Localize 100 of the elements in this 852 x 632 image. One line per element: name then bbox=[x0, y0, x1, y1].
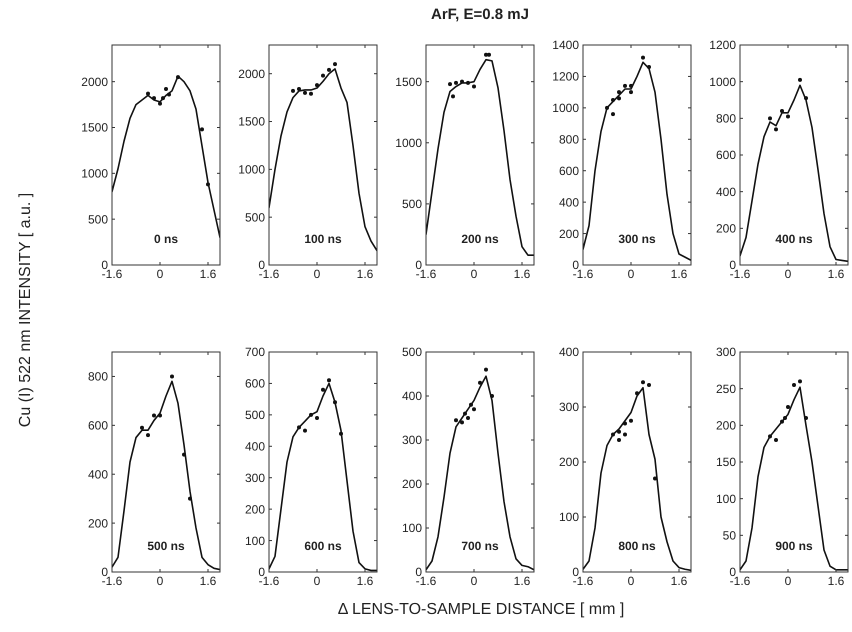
annotation: 900 ns bbox=[775, 539, 814, 553]
point bbox=[629, 90, 633, 94]
point bbox=[605, 106, 609, 110]
point bbox=[309, 92, 313, 96]
y-tick-label: 100 bbox=[716, 492, 736, 506]
point bbox=[478, 380, 482, 385]
y-tick-label: 100 bbox=[402, 521, 422, 536]
y-tick-label: 500 bbox=[402, 197, 422, 212]
point bbox=[786, 114, 790, 118]
point bbox=[617, 90, 621, 94]
y-tick-label: 2000 bbox=[238, 66, 266, 81]
point bbox=[774, 438, 778, 442]
point bbox=[140, 426, 144, 430]
y-tick-label: 1400 bbox=[552, 38, 580, 52]
x-tick-label: 0 bbox=[784, 574, 792, 588]
x-tick-label: 1.6 bbox=[514, 267, 531, 281]
point bbox=[484, 368, 488, 372]
y-tick-label: 200 bbox=[716, 418, 736, 433]
y-tick-label: 1000 bbox=[552, 101, 580, 116]
y-tick-label: 500 bbox=[244, 210, 266, 224]
point bbox=[161, 96, 165, 100]
point bbox=[309, 412, 313, 417]
point bbox=[490, 394, 494, 398]
y-tick-label: 700 bbox=[244, 345, 266, 360]
point bbox=[641, 380, 645, 384]
y-tick-label: 600 bbox=[244, 376, 266, 391]
point bbox=[623, 422, 627, 426]
point bbox=[611, 98, 615, 102]
y-tick-label: 200 bbox=[402, 477, 422, 492]
point bbox=[170, 374, 174, 378]
y-tick-label: 500 bbox=[88, 212, 108, 226]
point bbox=[152, 414, 156, 418]
point bbox=[487, 52, 491, 57]
annotation: 100 ns bbox=[304, 232, 342, 246]
x-tick-label: 0 bbox=[628, 267, 635, 281]
x-tick-label: 1.6 bbox=[514, 574, 531, 588]
y-tick-label: 500 bbox=[244, 408, 266, 422]
y-tick-label: 300 bbox=[716, 345, 736, 360]
annotation: 700 ns bbox=[461, 539, 500, 553]
point bbox=[158, 414, 162, 418]
point bbox=[617, 96, 621, 100]
point bbox=[472, 407, 476, 412]
line-series bbox=[740, 386, 848, 571]
annotation: 300 ns bbox=[618, 232, 656, 246]
point bbox=[466, 416, 470, 420]
y-tick-label: 50 bbox=[722, 528, 736, 543]
point bbox=[164, 87, 168, 91]
line-series bbox=[583, 61, 691, 262]
y-axis-title: Cu (I) 522 nm INTENSITY [ a.u. ] bbox=[17, 192, 34, 428]
y-tick-label: 200 bbox=[244, 502, 266, 516]
point bbox=[768, 434, 772, 438]
point bbox=[454, 418, 458, 422]
point bbox=[635, 391, 639, 396]
point bbox=[460, 420, 464, 424]
y-tick-label: 200 bbox=[716, 222, 736, 236]
y-tick-label: 800 bbox=[558, 132, 580, 146]
y-tick-label: 100 bbox=[244, 534, 266, 548]
line-series bbox=[112, 380, 220, 570]
y-tick-label: 1500 bbox=[81, 120, 108, 135]
x-tick-label: 1.6 bbox=[828, 574, 845, 588]
point bbox=[629, 84, 633, 88]
point bbox=[200, 127, 204, 132]
x-tick-label: 0 bbox=[470, 267, 478, 281]
point bbox=[617, 438, 621, 442]
point bbox=[454, 80, 458, 85]
y-tick-label: 1500 bbox=[238, 114, 266, 129]
point bbox=[152, 96, 156, 100]
y-tick-label: 400 bbox=[402, 389, 422, 404]
y-tick-label: 250 bbox=[716, 382, 736, 396]
y-tick-label: 1000 bbox=[395, 136, 422, 150]
point bbox=[321, 74, 325, 78]
y-tick-label: 400 bbox=[558, 345, 580, 360]
point bbox=[333, 400, 337, 404]
point bbox=[611, 432, 615, 436]
point bbox=[297, 87, 301, 91]
y-tick-label: 400 bbox=[244, 439, 266, 454]
point bbox=[303, 90, 307, 95]
point bbox=[460, 80, 464, 84]
point bbox=[448, 82, 452, 86]
point bbox=[146, 92, 150, 96]
y-tick-label: 300 bbox=[402, 433, 422, 448]
point bbox=[611, 112, 615, 116]
point bbox=[647, 65, 651, 69]
point bbox=[303, 428, 307, 433]
y-tick-label: 800 bbox=[88, 370, 108, 384]
point bbox=[804, 96, 808, 100]
point bbox=[339, 432, 343, 436]
annotation: 200 ns bbox=[461, 232, 500, 246]
y-tick-label: 400 bbox=[558, 195, 580, 210]
point bbox=[617, 430, 621, 434]
point bbox=[647, 383, 651, 387]
point bbox=[188, 496, 192, 501]
x-tick-label: 0 bbox=[314, 267, 321, 281]
y-tick-label: 200 bbox=[558, 226, 580, 241]
point bbox=[297, 425, 301, 430]
point bbox=[469, 402, 473, 407]
y-tick-label: 150 bbox=[716, 455, 736, 470]
line-series bbox=[583, 386, 691, 572]
point bbox=[780, 420, 784, 424]
x-tick-label: 1.6 bbox=[356, 574, 374, 588]
